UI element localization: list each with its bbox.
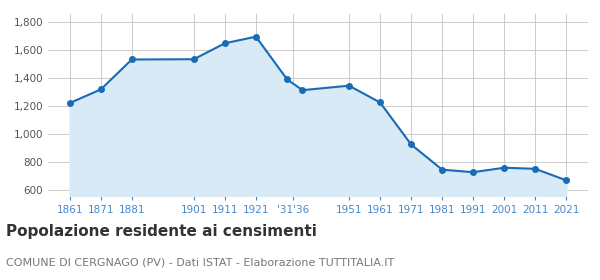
Text: Popolazione residente ai censimenti: Popolazione residente ai censimenti bbox=[6, 224, 317, 239]
Text: COMUNE DI CERGNAGO (PV) - Dati ISTAT - Elaborazione TUTTITALIA.IT: COMUNE DI CERGNAGO (PV) - Dati ISTAT - E… bbox=[6, 258, 394, 268]
